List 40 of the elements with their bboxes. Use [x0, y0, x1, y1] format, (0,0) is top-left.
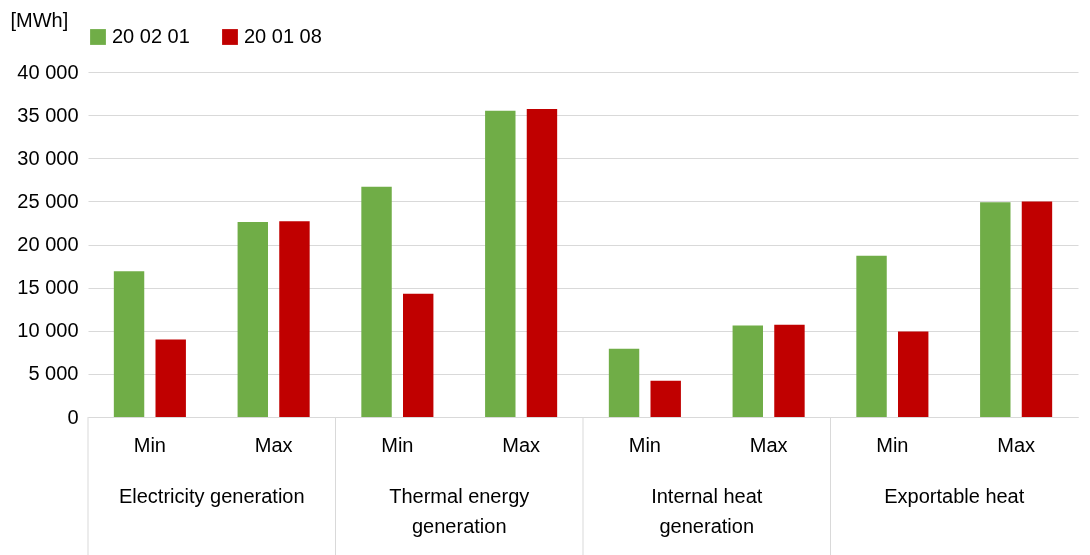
- y-tick-label: 10 000: [17, 319, 79, 342]
- bar: [650, 380, 681, 417]
- text: Internal heat generation: [651, 485, 763, 537]
- x-tick-label: Min: [133, 433, 166, 456]
- text: Electricity generation: [118, 485, 305, 507]
- bar: [608, 348, 640, 417]
- legend-label: 20 02 01: [112, 25, 190, 47]
- text: Exportable heat: [884, 485, 1025, 507]
- y-tick-label: 20 000: [17, 233, 79, 255]
- bar: [237, 222, 268, 417]
- bar: [279, 221, 310, 417]
- bar: [732, 325, 763, 417]
- bar: [898, 331, 929, 417]
- y-tick-label: 40 000: [17, 60, 79, 83]
- y-tick-label: 15 000: [17, 276, 79, 299]
- legend-label: 20 01 08: [244, 25, 322, 47]
- y-tick-label: 5 000: [28, 362, 79, 385]
- bar: [403, 293, 434, 417]
- y-axis-title: [MWh]: [10, 8, 69, 31]
- y-tick-label: 35 000: [17, 103, 79, 126]
- bar: [774, 324, 805, 417]
- x-tick-label: Min: [876, 433, 909, 456]
- text: Thermal energy generation: [389, 485, 530, 537]
- bar: [485, 110, 516, 417]
- bar: [361, 186, 392, 417]
- x-tick-label: Min: [381, 433, 414, 456]
- x-tick-label: Min: [628, 433, 661, 456]
- bar: [526, 109, 558, 417]
- bar: [113, 271, 145, 417]
- x-tick-label: Max: [254, 433, 293, 456]
- y-tick-label: 25 000: [17, 189, 79, 212]
- bar: [1021, 201, 1053, 417]
- y-tick-label: 30 000: [17, 146, 79, 169]
- bar: [980, 202, 1011, 417]
- bar: [856, 255, 887, 417]
- x-tick-label: Max: [502, 433, 541, 456]
- x-tick-label: Max: [997, 433, 1036, 456]
- x-tick-label: Max: [749, 433, 788, 456]
- bar: [155, 339, 186, 417]
- y-tick-label: 0: [67, 405, 79, 428]
